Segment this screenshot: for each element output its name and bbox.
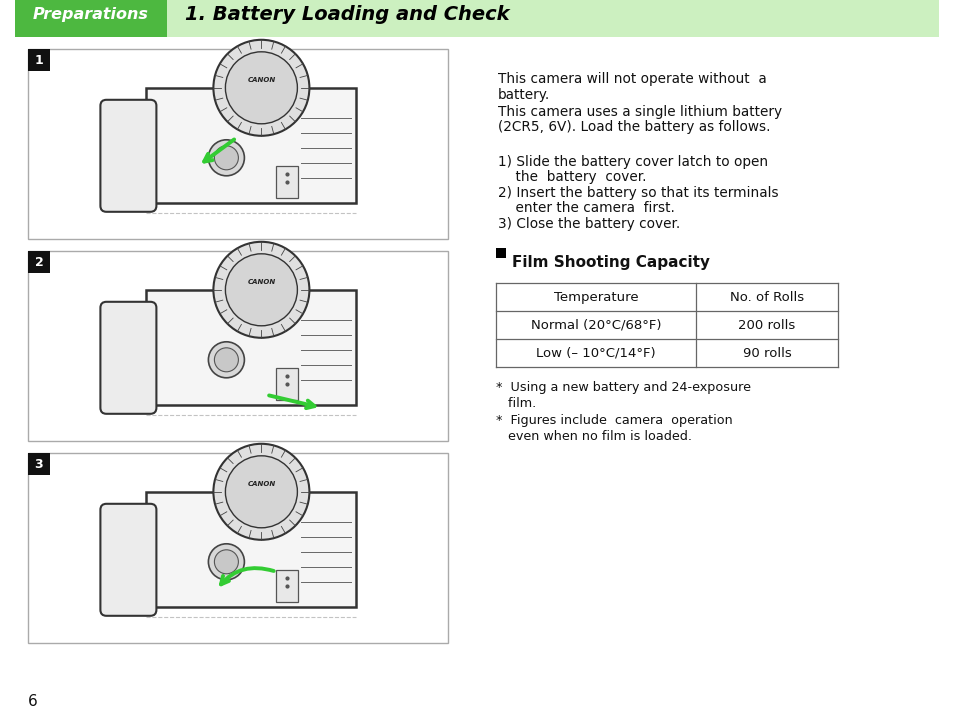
Text: enter the camera  first.: enter the camera first.: [497, 201, 674, 215]
Text: 3: 3: [34, 457, 43, 470]
Text: This camera uses a single lithium battery: This camera uses a single lithium batter…: [497, 105, 781, 119]
Text: Preparations: Preparations: [33, 7, 149, 22]
Bar: [276, 570, 298, 602]
Text: 200 rolls: 200 rolls: [738, 319, 795, 332]
Text: the  battery  cover.: the battery cover.: [497, 170, 646, 184]
Bar: [28, 453, 448, 643]
Circle shape: [208, 544, 244, 580]
Text: Normal (20°C/68°F): Normal (20°C/68°F): [530, 319, 660, 332]
FancyBboxPatch shape: [100, 302, 156, 414]
Text: 90 rolls: 90 rolls: [741, 347, 791, 360]
Circle shape: [225, 456, 297, 528]
Bar: [15, 0, 938, 37]
Circle shape: [208, 140, 244, 176]
Bar: [15, 0, 167, 37]
Bar: [28, 49, 448, 239]
Text: even when no film is loaded.: even when no film is loaded.: [496, 430, 691, 443]
FancyBboxPatch shape: [100, 504, 156, 616]
Bar: [28, 453, 50, 475]
Text: *  Using a new battery and 24-exposure: * Using a new battery and 24-exposure: [496, 382, 750, 394]
Text: This camera will not operate without  a: This camera will not operate without a: [497, 72, 766, 86]
Text: *  Figures include  camera  operation: * Figures include camera operation: [496, 414, 732, 427]
Text: 6: 6: [28, 694, 38, 709]
Circle shape: [214, 348, 238, 371]
Bar: [28, 251, 448, 441]
Circle shape: [213, 443, 309, 540]
Text: 2: 2: [34, 255, 43, 268]
Circle shape: [225, 254, 297, 326]
Circle shape: [225, 52, 297, 124]
Circle shape: [213, 242, 309, 338]
PathPatch shape: [146, 491, 356, 607]
Text: 2) Insert the battery so that its terminals: 2) Insert the battery so that its termin…: [497, 185, 778, 200]
Circle shape: [214, 550, 238, 574]
Text: No. of Rolls: No. of Rolls: [729, 291, 803, 304]
Circle shape: [208, 342, 244, 378]
Bar: [28, 49, 50, 71]
Text: 1. Battery Loading and Check: 1. Battery Loading and Check: [185, 4, 509, 23]
Text: film.: film.: [496, 397, 536, 410]
Text: battery.: battery.: [497, 87, 550, 102]
PathPatch shape: [146, 88, 356, 203]
Text: 1) Slide the battery cover latch to open: 1) Slide the battery cover latch to open: [497, 155, 767, 169]
Bar: [276, 166, 298, 198]
Text: 1: 1: [34, 54, 43, 66]
Text: 3) Close the battery cover.: 3) Close the battery cover.: [497, 217, 679, 230]
Text: Film Shooting Capacity: Film Shooting Capacity: [512, 255, 709, 270]
Text: CANON: CANON: [247, 77, 275, 83]
Text: (2CR5, 6V). Load the battery as follows.: (2CR5, 6V). Load the battery as follows.: [497, 121, 770, 134]
Text: Low (– 10°C/14°F): Low (– 10°C/14°F): [536, 347, 655, 360]
PathPatch shape: [146, 290, 356, 405]
Circle shape: [214, 146, 238, 170]
Bar: [276, 368, 298, 400]
Text: Temperature: Temperature: [553, 291, 638, 304]
Circle shape: [213, 40, 309, 136]
FancyBboxPatch shape: [100, 100, 156, 212]
Bar: [496, 249, 505, 258]
Text: CANON: CANON: [247, 481, 275, 487]
Text: CANON: CANON: [247, 278, 275, 285]
Bar: [28, 251, 50, 273]
